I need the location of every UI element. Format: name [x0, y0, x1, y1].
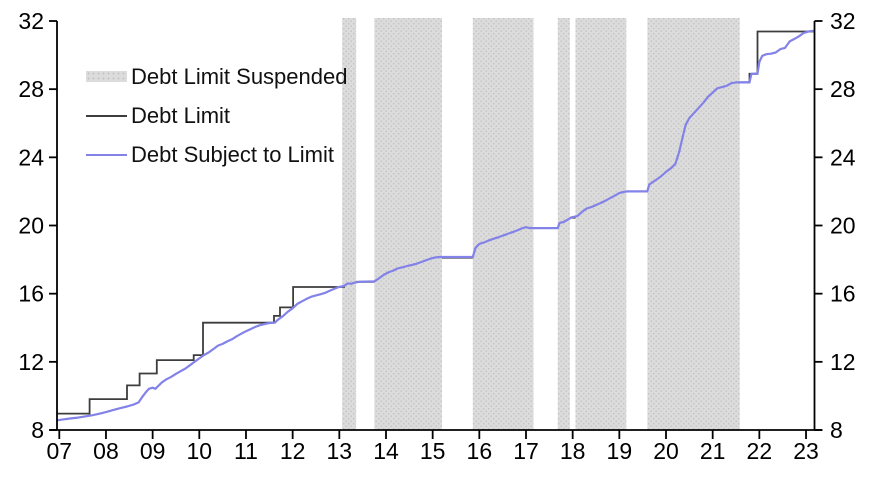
- legend-label-suspended: Debt Limit Suspended: [131, 63, 348, 89]
- x-axis-tick-label: 19: [607, 438, 633, 464]
- x-axis-tick-label: 17: [513, 438, 539, 464]
- y-axis-left-tick-label: 28: [18, 76, 44, 102]
- y-axis-left-tick-label: 16: [18, 281, 44, 307]
- x-axis-tick-label: 23: [793, 438, 819, 464]
- y-axis-left-tick-label: 32: [18, 8, 44, 34]
- legend-item-debt-limit: Debt Limit: [86, 96, 347, 135]
- y-axis-right-tick-label: 24: [830, 144, 856, 170]
- x-axis-tick-label: 11: [234, 438, 258, 464]
- debt-limit-line: [57, 286, 345, 415]
- debt-limit-line-swatch-icon: [86, 114, 127, 117]
- y-axis-left-tick-label: 20: [18, 213, 44, 239]
- suspension-band: [557, 18, 570, 430]
- legend-item-debt-subject: Debt Subject to Limit: [86, 135, 347, 174]
- debt-subject-line: [56, 29, 815, 422]
- x-axis-tick-label: 20: [653, 438, 679, 464]
- x-axis-tick-label: 14: [373, 438, 399, 464]
- suspension-band: [374, 18, 442, 430]
- chart-legend: Debt Limit Suspended Debt Limit Debt Sub…: [86, 57, 347, 174]
- y-axis-left-tick-label: 24: [18, 144, 44, 170]
- y-axis-right-tick-label: 28: [830, 76, 856, 102]
- y-axis-right-tick-label: 8: [830, 417, 843, 443]
- y-axis-right-tick-label: 12: [830, 349, 856, 375]
- x-axis-tick-label: 18: [560, 438, 586, 464]
- y-axis-right-tick-label: 32: [830, 8, 856, 34]
- y-axis-right-tick-label: 16: [830, 281, 856, 307]
- suspension-band: [472, 18, 534, 430]
- x-axis-tick-label: 08: [93, 438, 119, 464]
- y-axis-right-tick-label: 20: [830, 213, 856, 239]
- y-axis-left-tick-label: 12: [18, 349, 44, 375]
- legend-label-debt-subject: Debt Subject to Limit: [131, 141, 334, 167]
- legend-item-suspended: Debt Limit Suspended: [86, 57, 347, 96]
- suspension-band: [647, 18, 740, 430]
- x-axis-tick-label: 15: [420, 438, 446, 464]
- debt-subject-line-swatch-icon: [86, 153, 127, 156]
- legend-label-debt-limit: Debt Limit: [131, 102, 231, 128]
- suspension-band: [342, 18, 357, 430]
- x-axis-tick-label: 09: [140, 438, 166, 464]
- x-axis-tick-label: 16: [467, 438, 493, 464]
- x-axis-tick-label: 10: [187, 438, 213, 464]
- suspended-band-swatch-icon: [86, 71, 127, 82]
- x-axis-tick-label: 07: [47, 438, 73, 464]
- suspension-band: [575, 18, 627, 430]
- x-axis-tick-label: 13: [327, 438, 353, 464]
- y-axis-left-tick-label: 8: [31, 417, 44, 443]
- x-axis-tick-label: 22: [747, 438, 773, 464]
- x-axis-tick-label: 21: [700, 438, 726, 464]
- x-axis-tick-label: 12: [280, 438, 306, 464]
